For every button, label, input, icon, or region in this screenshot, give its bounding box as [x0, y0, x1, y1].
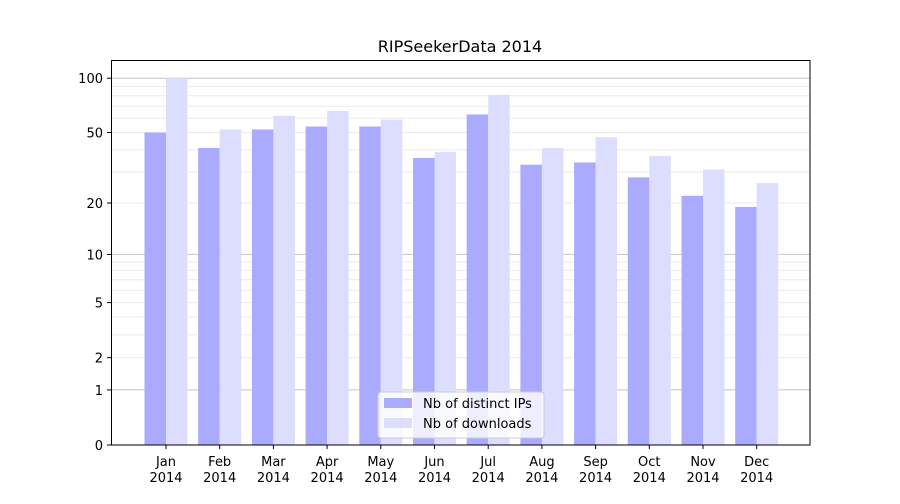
bar-downloads-dec [756, 183, 779, 445]
x-tick-label-month: Aug [529, 455, 554, 470]
x-tick-label-month: Dec [744, 455, 769, 470]
x-tick-label-month: Jul [479, 455, 496, 470]
x-tick-label-year: 2014 [525, 471, 558, 486]
y-tick-label: 10 [86, 248, 103, 263]
bar-downloads-mar [273, 115, 295, 446]
bar-downloads-jan [166, 78, 188, 445]
x-tick-label-year: 2014 [311, 471, 344, 486]
bar-distinct-ips-feb [198, 147, 220, 445]
bar-distinct-ips-sep [574, 162, 596, 445]
x-tick-label-year: 2014 [418, 471, 451, 486]
x-tick-label-month: May [367, 455, 394, 470]
x-tick-label-month: Jan [155, 455, 176, 470]
y-tick-label: 0 [95, 439, 103, 454]
x-tick-label-year: 2014 [633, 471, 666, 486]
x-tick-label-year: 2014 [257, 471, 290, 486]
y-tick-label: 5 [95, 297, 103, 312]
x-tick-label-year: 2014 [203, 471, 236, 486]
bar-downloads-may [380, 119, 403, 445]
bar-distinct-ips-jun [413, 158, 435, 445]
x-tick-label-year: 2014 [472, 471, 505, 486]
x-tick-label-year: 2014 [149, 471, 182, 486]
x-tick-label-month: Mar [261, 455, 286, 470]
bar-distinct-ips-apr [305, 126, 328, 446]
bar-downloads-apr [327, 110, 349, 445]
legend-label: Nb of distinct IPs [423, 397, 532, 412]
bar-distinct-ips-jan [144, 132, 166, 446]
x-tick-label-month: Oct [638, 455, 660, 470]
legend: Nb of distinct IPs Nb of downloads [377, 391, 545, 439]
bar-downloads-aug [541, 147, 564, 445]
legend-swatch [384, 398, 412, 408]
x-tick-label-year: 2014 [740, 471, 773, 486]
x-tick-label-month: Sep [583, 455, 608, 470]
bar-distinct-ips-mar [251, 129, 274, 445]
bar-downloads-feb [219, 129, 242, 445]
y-tick-label: 100 [78, 72, 103, 87]
x-tick-label-year: 2014 [579, 471, 612, 486]
bar-distinct-ips-nov [681, 195, 703, 445]
legend-label: Nb of downloads [423, 417, 532, 432]
bar-distinct-ips-oct [627, 177, 650, 445]
x-tick-label-month: Nov [690, 455, 716, 470]
bar-distinct-ips-jul [466, 114, 489, 446]
bar-distinct-ips-dec [735, 206, 757, 445]
y-tick-label: 1 [95, 384, 103, 399]
y-tick-label: 2 [95, 352, 103, 367]
y-tick-label: 50 [86, 127, 103, 142]
legend-box [377, 391, 545, 439]
plot-frame [111, 60, 811, 446]
x-tick-label-month: Jun [423, 455, 444, 470]
bar-downloads-sep [595, 137, 618, 445]
y-tick-label: 20 [86, 197, 103, 212]
chart-title: RIPSeekerData 2014 [378, 37, 542, 56]
bar-distinct-ips-may [359, 126, 381, 446]
x-tick-label-month: Apr [316, 455, 339, 470]
bar-downloads-jun [434, 151, 456, 445]
legend-swatch [384, 418, 412, 428]
x-tick-label-month: Feb [208, 455, 231, 470]
bar-distinct-ips-aug [520, 164, 542, 445]
x-tick-label-year: 2014 [686, 471, 719, 486]
x-tick-label-year: 2014 [364, 471, 397, 486]
bar-downloads-oct [649, 155, 671, 445]
bar-downloads-nov [703, 169, 725, 445]
bar-downloads-jul [488, 94, 510, 445]
